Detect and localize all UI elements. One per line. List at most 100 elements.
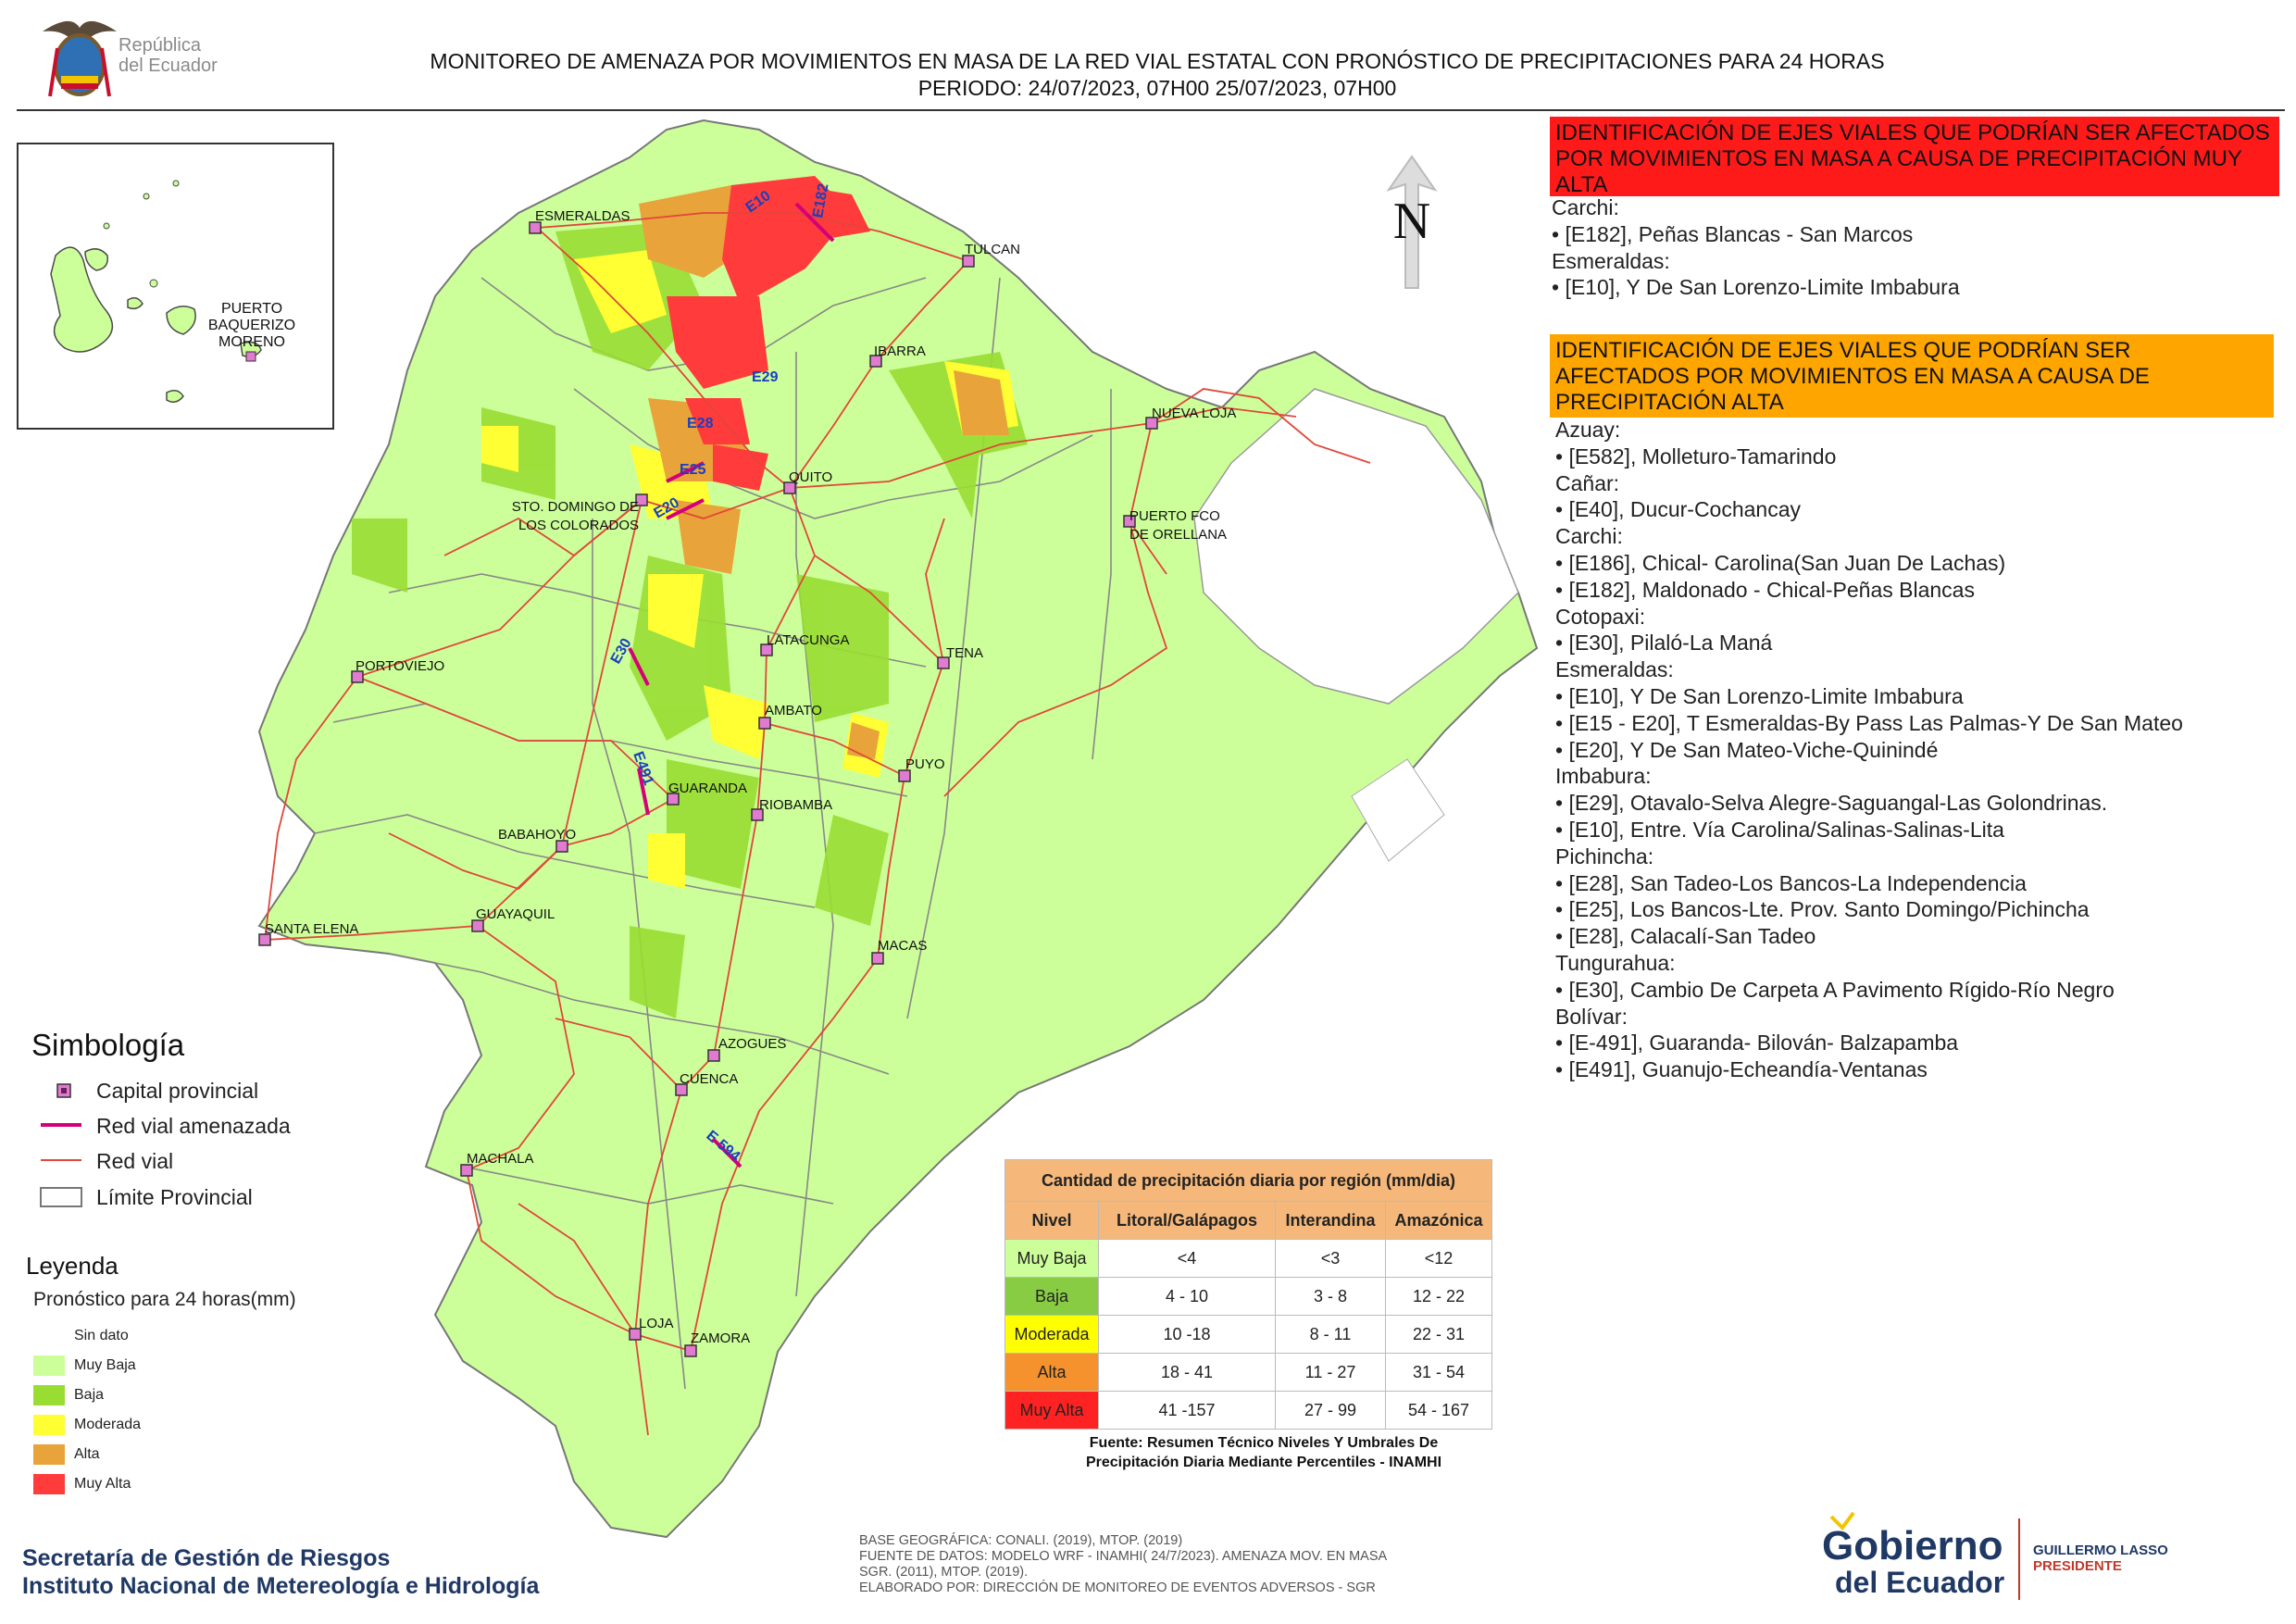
capital-marker [937, 656, 950, 669]
road-label: E28 [687, 416, 714, 431]
leyenda-swatch [33, 1444, 65, 1465]
leyenda-swatch [33, 1415, 65, 1435]
north-arrow-icon: N [1386, 155, 1438, 289]
city-label: TULCAN [965, 242, 1020, 257]
table-source-line: Fuente: Resumen Técnico Niveles Y Umbral… [1089, 1435, 1439, 1451]
province-label: Carchi: [1552, 195, 1619, 219]
road-item: • [E28], San Tadeo-Los Bancos-La Indepen… [1555, 870, 2027, 895]
ecuador-map: E10 E182 E29 E28 E25 E20 E30 E491 E 594 … [257, 119, 1539, 1539]
capital-marker [898, 769, 911, 782]
city-label: BAQUERIZO [208, 318, 295, 333]
value-cell: <12 [1385, 1239, 1492, 1278]
city-label: IBARRA [874, 344, 926, 359]
road-item: • [E30], Pilaló-La Maná [1555, 631, 1773, 656]
capital-marker [758, 717, 771, 730]
leyenda-subtitle: Pronóstico para 24 horas(mm) [33, 1289, 296, 1310]
title-line2: PERIODO: 24/07/2023, 07H00 25/07/2023, 0… [917, 76, 1397, 100]
city-label: PUERTO FCO [1129, 508, 1220, 524]
city-label: DE ORELLANA [1129, 527, 1227, 543]
capital-marker-icon [56, 1083, 71, 1098]
city-label: SANTA ELENA [265, 921, 358, 937]
capital-marker [351, 670, 364, 683]
leyenda-swatch [33, 1474, 65, 1494]
table-header: Interandina [1275, 1201, 1386, 1240]
capital-marker [869, 355, 882, 368]
capital-marker [471, 919, 484, 932]
capital-marker [1145, 417, 1158, 430]
table-header-row: Nivel Litoral/Galápagos Interandina Amaz… [1004, 1201, 1492, 1240]
leyenda-label: Moderada [74, 1417, 142, 1432]
gobierno-del-ecuador-logo: Gobierno del Ecuador [1822, 1511, 2004, 1599]
table-source: Fuente: Resumen Técnico Niveles Y Umbral… [1004, 1433, 1523, 1472]
capital-marker [962, 255, 975, 268]
galapagos-inset: PUERTO BAQUERIZO MORENO [17, 143, 334, 430]
road-item: • [E10], Entre. Vía Carolina/Salinas-Sal… [1555, 817, 2004, 842]
capital-marker [1123, 515, 1136, 528]
value-cell: 41 -157 [1098, 1391, 1276, 1430]
value-cell: 12 - 22 [1385, 1277, 1492, 1316]
road-label: E25 [680, 462, 706, 478]
road-item: • [E40], Ducur-Cochancay [1555, 497, 1802, 522]
road-item: • [E-491], Guaranda- Bilován- Balzapamba [1555, 1031, 1959, 1056]
city-label: ESMERALDAS [535, 208, 630, 224]
road-item: • [E29], Otavalo-Selva Alegre-Saguangal-… [1555, 791, 2108, 816]
city-label: LOS COLORADOS [518, 518, 639, 533]
republica-line1: República [119, 35, 201, 56]
footer-organizations: Secretaría de Gestión de Riesgos Institu… [22, 1544, 539, 1600]
road-item: • [E30], Cambio De Carpeta A Pavimento R… [1555, 977, 2115, 1002]
value-cell: 54 - 167 [1385, 1391, 1492, 1430]
footer-sources: BASE GEOGRÁFICA: CONALI. (2019), MTOP. (… [859, 1533, 1387, 1596]
president-name: GUILLERMO LASSO [2033, 1543, 2168, 1558]
table-header: Litoral/Galápagos [1098, 1201, 1276, 1240]
city-label: RIOBAMBA [759, 797, 832, 813]
province-label: Esmeraldas: [1555, 657, 1674, 682]
leyenda-label: Sin dato [74, 1328, 129, 1343]
table-title: Cantidad de precipitación diaria por reg… [1004, 1159, 1492, 1202]
value-cell: 18 - 41 [1098, 1353, 1276, 1392]
alta-road-list: Azuay: • [E582], Molleturo-Tamarindo Cañar… [1555, 417, 2277, 1083]
leyenda-swatch [33, 1385, 65, 1405]
republica-del-ecuador-logo [43, 20, 117, 97]
city-label: LATACUNGA [767, 632, 849, 648]
capital-marker [675, 1083, 688, 1096]
source-line: FUENTE DE DATOS: MODELO WRF - INAMHI( 24… [859, 1549, 1388, 1564]
alta-heading: IDENTIFICACIÓN DE EJES VIALES QUE PODRÍA… [1550, 334, 2274, 418]
footer-separator [2018, 1518, 2020, 1600]
boundary-box-icon [40, 1187, 82, 1207]
value-cell: 3 - 8 [1275, 1277, 1386, 1316]
road-item: • [E10], Y De San Lorenzo-Limite Imbabur… [1552, 275, 1960, 300]
value-cell: 31 - 54 [1385, 1353, 1492, 1392]
province-label: Carchi: [1555, 524, 1623, 549]
republica-text: República del Ecuador [119, 35, 218, 76]
gob-line2: del Ecuador [1835, 1566, 2004, 1599]
precipitation-table: Cantidad de precipitación diaria por reg… [1004, 1159, 1492, 1430]
road-item: • [E182], Maldonado - Chical-Peñas Blanc… [1555, 577, 1975, 602]
level-cell: Moderada [1004, 1315, 1099, 1354]
city-label: LOJA [639, 1316, 674, 1331]
table-row: Muy Baja <4 <3 <12 [1004, 1239, 1492, 1278]
road-item: • [E491], Guanujo-Echeandía-Ventanas [1555, 1057, 1928, 1082]
road-item: • [E10], Y De San Lorenzo-Limite Imbabur… [1555, 683, 1964, 708]
no-data-area [1351, 758, 1445, 862]
city-label: GUARANDA [668, 781, 747, 796]
table-header: Nivel [1004, 1201, 1099, 1240]
leyenda-label: Muy Alta [74, 1476, 131, 1492]
source-line: BASE GEOGRÁFICA: CONALI. (2019), MTOP. (… [859, 1533, 1183, 1548]
level-cell: Muy Alta [1004, 1391, 1099, 1430]
muy-alta-heading: IDENTIFICACIÓN DE EJES VIALES QUE PODRÍA… [1550, 117, 2279, 197]
value-cell: 4 - 10 [1098, 1277, 1276, 1316]
leyenda-label: Alta [74, 1446, 100, 1462]
source-line: ELABORADO POR: DIRECCIÓN DE MONITOREO DE… [859, 1580, 1376, 1595]
city-label: STO. DOMINGO DE [512, 499, 639, 515]
org-line: Instituto Nacional de Metereología e Hid… [22, 1573, 540, 1599]
header-divider [17, 109, 2285, 111]
city-label: ZAMORA [691, 1330, 750, 1346]
capital-marker [667, 793, 680, 806]
page-title: MONITOREO DE AMENAZA POR MOVIMIENTOS EN … [278, 48, 2037, 102]
table-row: Moderada 10 -18 8 - 11 22 - 31 [1004, 1315, 1492, 1354]
city-label: PORTOVIEJO [356, 658, 444, 674]
province-label: Imbabura: [1555, 764, 1652, 789]
capital-marker [707, 1049, 720, 1062]
north-label: N [1393, 193, 1430, 250]
city-label: AZOGUES [718, 1036, 786, 1052]
